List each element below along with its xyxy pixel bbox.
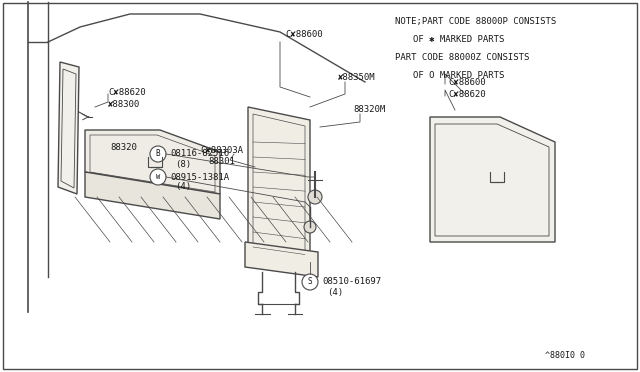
Text: 08116-82516: 08116-82516 — [170, 150, 229, 158]
Text: 88301: 88301 — [208, 157, 235, 167]
Text: C✘88600: C✘88600 — [448, 77, 486, 87]
Polygon shape — [245, 242, 318, 277]
Text: OF O MARKED PARTS: OF O MARKED PARTS — [413, 71, 504, 80]
Text: W: W — [156, 174, 160, 180]
Text: C✘88303A: C✘88303A — [200, 145, 243, 154]
Text: (4): (4) — [175, 183, 191, 192]
Circle shape — [302, 274, 318, 290]
Text: 88320M: 88320M — [353, 106, 385, 115]
Text: ^880I0 0: ^880I0 0 — [545, 351, 585, 360]
Text: 08510-61697: 08510-61697 — [322, 278, 381, 286]
Circle shape — [308, 190, 322, 204]
Polygon shape — [85, 130, 220, 194]
Polygon shape — [58, 62, 79, 194]
Text: S: S — [308, 278, 312, 286]
Text: PART CODE 88000Z CONSISTS: PART CODE 88000Z CONSISTS — [395, 53, 529, 62]
Text: ✘88300: ✘88300 — [108, 99, 140, 109]
Text: B: B — [156, 150, 160, 158]
Text: C✘88620: C✘88620 — [108, 87, 146, 96]
Text: C✘88620: C✘88620 — [448, 90, 486, 99]
Circle shape — [150, 169, 166, 185]
Text: (8): (8) — [175, 160, 191, 169]
Circle shape — [304, 221, 316, 233]
Text: OF ✱ MARKED PARTS: OF ✱ MARKED PARTS — [413, 35, 504, 44]
Text: C✘88600: C✘88600 — [285, 29, 323, 38]
Polygon shape — [248, 107, 310, 272]
Polygon shape — [430, 117, 555, 242]
Text: 08915-1381A: 08915-1381A — [170, 173, 229, 182]
Polygon shape — [85, 172, 220, 219]
Text: NOTE;PART CODE 88000P CONSISTS: NOTE;PART CODE 88000P CONSISTS — [395, 17, 556, 26]
Circle shape — [150, 146, 166, 162]
Text: 88320: 88320 — [110, 142, 137, 151]
Text: ✘88350M: ✘88350M — [338, 73, 376, 81]
Text: (4): (4) — [327, 288, 343, 296]
